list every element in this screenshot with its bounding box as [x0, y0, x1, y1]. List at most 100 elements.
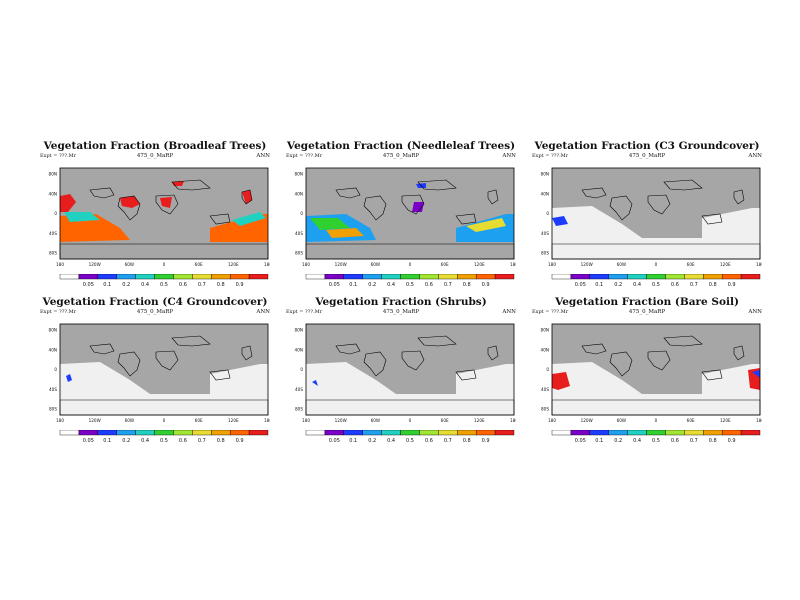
- legend-tick-label: 0.4: [633, 438, 641, 444]
- north-america-landmass: [89, 187, 115, 199]
- legend-tick-label: 0.7: [198, 438, 206, 444]
- lon-tick-label: 120E: [228, 262, 239, 267]
- legend-swatch: [551, 430, 572, 436]
- legend-tick-label: 0.2: [122, 282, 130, 288]
- lat-tick-label: 80N: [541, 328, 549, 333]
- legend-swatch: [684, 430, 704, 436]
- panel-title: Vegetation Fraction (Shrubs): [315, 296, 487, 308]
- legend-swatch: [551, 274, 572, 280]
- legend-tick-label: 0.4: [387, 438, 395, 444]
- panel-title: Vegetation Fraction (Broadleaf Trees): [43, 140, 267, 152]
- lon-tick-label: 120E: [720, 418, 731, 423]
- lon-tick-label: 180: [302, 262, 310, 267]
- legend-tick-label: 0.8: [463, 438, 471, 444]
- legend-swatch: [646, 274, 666, 280]
- legend-swatch: [475, 430, 496, 436]
- color-legend: 0.05 0.1 0.2 0.4 0.5 0.6 0.7 0.8 0.9: [59, 274, 269, 288]
- lon-tick-label: 60E: [441, 262, 449, 267]
- legend-tick-label: 0.05: [329, 438, 340, 444]
- southeast-light-region: [210, 364, 268, 394]
- legend-swatch: [173, 274, 193, 280]
- legend-tick-label: 0.8: [463, 282, 471, 288]
- islands-landmass: [733, 189, 745, 205]
- lon-tick-label: 180: [756, 262, 762, 267]
- legend-swatch: [419, 430, 439, 436]
- lat-tick-label: 40S: [541, 387, 549, 392]
- south-america-landmass: [117, 195, 141, 221]
- vegetation-patch: [310, 218, 350, 230]
- legend-tick-label: 0.1: [103, 282, 111, 288]
- lon-tick-label: 120E: [720, 262, 731, 267]
- south-america-landmass: [609, 195, 633, 221]
- legend-tick-label: 0.1: [595, 282, 603, 288]
- south-america-landmass: [363, 195, 387, 221]
- vegetation-patch: [120, 196, 140, 208]
- legend-swatch: [400, 274, 420, 280]
- lat-tick-label: 40N: [295, 191, 303, 196]
- panel-title: Vegetation Fraction (Bare Soil): [555, 296, 739, 308]
- lon-tick-label: 180: [548, 262, 556, 267]
- map-frame: [551, 167, 761, 260]
- legend-swatch: [684, 274, 704, 280]
- lat-tick-label: 0: [300, 367, 303, 372]
- panel-subtitle: 475_0_MaRP: [136, 153, 174, 159]
- lat-tick-label: 40N: [49, 191, 57, 196]
- legend-swatch: [116, 430, 136, 436]
- panel-experiment-label: Expt = ???.Mr: [532, 153, 569, 159]
- legend-swatch: [740, 430, 761, 436]
- panel-title: Vegetation Fraction (Needleleaf Trees): [286, 140, 516, 152]
- map-area: [551, 323, 761, 416]
- lat-tick-label: 80N: [49, 328, 57, 333]
- panel-bare-soil: Vegetation Fraction (Bare Soil) Expt = ?…: [532, 296, 762, 456]
- legend-swatch: [59, 430, 80, 436]
- legend-swatch: [78, 274, 99, 280]
- vegetation-patch: [60, 194, 76, 212]
- panel-needleleaf-trees: Vegetation Fraction (Needleleaf Trees) E…: [286, 140, 516, 300]
- vegetation-patch: [232, 212, 266, 226]
- panel-subtitle: 475_0_MaRP: [382, 153, 420, 159]
- lon-tick-label: 60E: [441, 418, 449, 423]
- legend-swatch: [740, 274, 761, 280]
- legend-swatch: [305, 274, 326, 280]
- legend-tick-label: 0.5: [160, 438, 168, 444]
- panel-season-label: ANN: [748, 153, 762, 159]
- legend-swatch: [229, 430, 250, 436]
- legend-tick-label: 0.9: [482, 438, 490, 444]
- lon-tick-label: 180: [264, 418, 270, 423]
- south-america-landmass: [117, 351, 141, 377]
- map-plot: 80N 40N 0 40S 80S 180 120W 60W 0 60E 120E 180: [541, 167, 762, 267]
- legend-swatch: [248, 430, 269, 436]
- africa-landmass: [155, 194, 179, 215]
- legend-swatch: [494, 274, 515, 280]
- vegetation-patch: [160, 197, 172, 208]
- lon-tick-label: 60W: [125, 262, 134, 267]
- lon-tick-label: 60E: [195, 418, 203, 423]
- lat-tick-label: 80S: [295, 251, 303, 256]
- lon-tick-label: 0: [655, 262, 658, 267]
- legend-tick-label: 0.05: [329, 282, 340, 288]
- lat-tick-label: 80S: [541, 407, 549, 412]
- lon-tick-label: 120W: [581, 418, 593, 423]
- legend-swatch: [248, 274, 269, 280]
- panel-experiment-label: Expt = ???.Mr: [286, 153, 323, 159]
- lon-tick-label: 120W: [89, 262, 101, 267]
- southern-light-region: [552, 362, 760, 415]
- legend-swatch: [362, 430, 382, 436]
- africa-landmass: [401, 350, 425, 371]
- north-america-landmass: [335, 343, 361, 355]
- vegetation-patch: [552, 216, 568, 226]
- legend-tick-label: 0.6: [671, 282, 679, 288]
- legend-swatch: [570, 274, 591, 280]
- legend-tick-label: 0.4: [141, 438, 149, 444]
- legend-tick-label: 0.1: [595, 438, 603, 444]
- legend-swatch: [173, 430, 193, 436]
- islands-landmass: [241, 189, 253, 205]
- legend-tick-label: 0.05: [83, 438, 94, 444]
- southern-light-region: [306, 362, 514, 415]
- lon-tick-label: 0: [655, 418, 658, 423]
- north-america-landmass: [581, 187, 607, 199]
- panel-season-label: ANN: [748, 309, 762, 315]
- legend-tick-label: 0.2: [614, 438, 622, 444]
- legend-tick-label: 0.5: [652, 282, 660, 288]
- lon-tick-label: 60W: [125, 418, 134, 423]
